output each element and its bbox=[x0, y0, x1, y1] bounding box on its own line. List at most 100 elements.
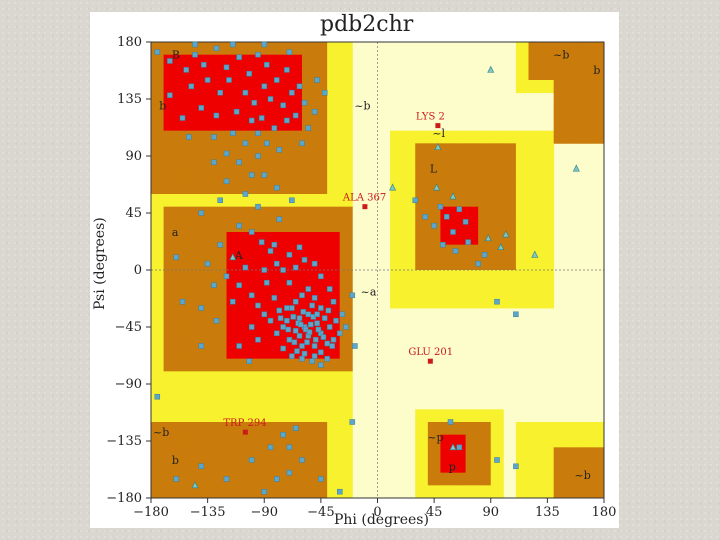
generous-region-cell bbox=[339, 194, 353, 208]
residue-point bbox=[251, 100, 257, 106]
core-region-cell bbox=[239, 308, 253, 322]
residue-point bbox=[276, 216, 283, 223]
generous-region-cell bbox=[515, 219, 529, 233]
allowed-region-cell bbox=[453, 194, 466, 208]
core-region-cell bbox=[226, 232, 240, 246]
residue-point bbox=[349, 419, 356, 425]
generous-region-cell bbox=[151, 333, 164, 347]
core-region-cell bbox=[440, 219, 454, 233]
residue-point bbox=[494, 298, 500, 305]
allowed-region-cell bbox=[302, 105, 315, 119]
allowed-region-cell bbox=[163, 282, 177, 296]
generous-region-cell bbox=[327, 396, 341, 410]
allowed-region-cell bbox=[302, 156, 315, 170]
allowed-region-cell bbox=[465, 422, 479, 436]
allowed-region-cell bbox=[188, 42, 202, 56]
residue-point bbox=[443, 214, 450, 220]
generous-region-cell bbox=[151, 396, 164, 410]
allowed-region-cell bbox=[201, 168, 215, 182]
residue-point bbox=[292, 328, 299, 334]
residue-point bbox=[286, 444, 293, 451]
generous-region-cell bbox=[402, 194, 416, 208]
core-region-cell bbox=[314, 282, 328, 296]
allowed-region-cell bbox=[163, 320, 177, 334]
allowed-region-cell bbox=[302, 80, 315, 94]
generous-region-cell bbox=[515, 143, 529, 157]
residue-point bbox=[330, 336, 337, 343]
allowed-region-cell bbox=[440, 194, 454, 208]
allowed-region-cell bbox=[163, 308, 177, 322]
residue-point bbox=[248, 117, 255, 124]
core-region-cell bbox=[264, 282, 278, 296]
residue-point bbox=[280, 345, 286, 352]
generous-region-cell bbox=[251, 384, 265, 398]
allowed-region-cell bbox=[314, 422, 328, 436]
core-region-cell bbox=[163, 105, 177, 119]
residue-point bbox=[188, 83, 195, 90]
allowed-region-cell bbox=[276, 472, 290, 486]
region-label: a bbox=[172, 226, 179, 239]
generous-region-cell bbox=[541, 143, 555, 157]
generous-region-cell bbox=[528, 485, 542, 499]
allowed-region-cell bbox=[591, 472, 605, 486]
core-region-cell bbox=[251, 308, 265, 322]
allowed-region-cell bbox=[239, 156, 253, 170]
region-label: ~b bbox=[553, 49, 569, 62]
generous-region-cell bbox=[541, 181, 555, 195]
generous-region-cell bbox=[415, 130, 429, 144]
generous-region-cell bbox=[541, 219, 555, 233]
core-region-cell bbox=[176, 80, 190, 94]
allowed-region-cell bbox=[213, 308, 227, 322]
allowed-region-cell bbox=[188, 434, 202, 448]
allowed-region-cell bbox=[151, 168, 164, 182]
allowed-region-cell bbox=[427, 168, 441, 182]
residue-point bbox=[285, 326, 291, 333]
generous-region-cell bbox=[264, 409, 278, 423]
y-tick-label: 135 bbox=[117, 92, 142, 107]
residue-point bbox=[292, 425, 299, 432]
allowed-region-cell bbox=[302, 219, 315, 233]
generous-region-cell bbox=[465, 485, 479, 499]
allowed-region-cell bbox=[251, 472, 265, 486]
generous-region-cell bbox=[302, 396, 315, 410]
residue-point bbox=[475, 260, 481, 267]
generous-region-cell bbox=[427, 130, 441, 144]
allowed-region-cell bbox=[176, 358, 190, 372]
allowed-region-cell bbox=[201, 460, 215, 474]
generous-region-cell bbox=[239, 396, 253, 410]
generous-region-cell bbox=[226, 194, 240, 208]
allowed-region-cell bbox=[276, 156, 290, 170]
core-region-cell bbox=[453, 219, 466, 233]
residue-point bbox=[274, 260, 280, 267]
allowed-region-cell bbox=[251, 156, 265, 170]
allowed-region-cell bbox=[226, 358, 240, 372]
residue-point bbox=[204, 260, 211, 267]
core-region-cell bbox=[453, 206, 466, 220]
generous-region-cell bbox=[415, 282, 429, 296]
allowed-region-cell bbox=[591, 80, 605, 94]
residue-point bbox=[167, 92, 173, 98]
core-region-cell bbox=[264, 308, 278, 322]
residue-point bbox=[311, 108, 318, 115]
generous-region-cell bbox=[503, 130, 517, 144]
core-region-cell bbox=[239, 270, 253, 284]
core-region-cell bbox=[276, 282, 290, 296]
allowed-region-cell bbox=[465, 143, 479, 157]
residue-point bbox=[267, 248, 274, 254]
residue-point bbox=[318, 273, 324, 280]
generous-region-cell bbox=[151, 308, 164, 322]
generous-region-cell bbox=[465, 130, 479, 144]
residue-point bbox=[213, 317, 220, 324]
residue-point bbox=[255, 302, 261, 309]
residue-point bbox=[192, 41, 198, 48]
residue-point bbox=[309, 302, 315, 309]
allowed-region-cell bbox=[453, 422, 466, 436]
y-tick-label: 45 bbox=[125, 206, 142, 221]
allowed-region-cell bbox=[176, 333, 190, 347]
outlier-label: GLU 201 bbox=[408, 347, 453, 358]
generous-region-cell bbox=[415, 270, 429, 284]
generous-region-cell bbox=[188, 194, 202, 208]
allowed-region-cell bbox=[163, 270, 177, 284]
residue-point bbox=[179, 298, 186, 305]
generous-region-cell bbox=[478, 409, 492, 423]
